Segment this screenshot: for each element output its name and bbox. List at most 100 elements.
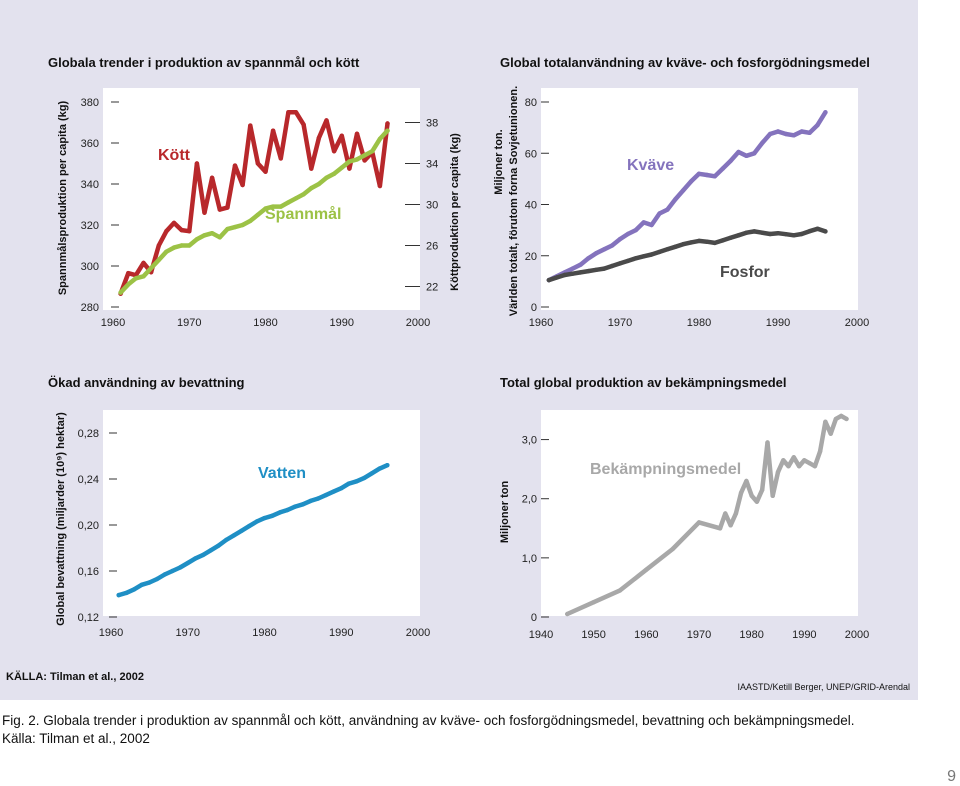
series-label-pesticides: Bekämpningsmedel [590,461,741,478]
data-point [815,122,820,128]
data-point [126,271,131,276]
data-point [255,212,261,217]
data-point [728,235,733,240]
data-point [744,153,749,158]
data-point [223,537,229,543]
data-point [554,275,559,280]
data-point [578,262,583,267]
data-point [546,277,552,283]
data-point [232,163,238,168]
data-point [625,231,631,237]
data-point [285,507,290,513]
chart-marks-grain-meat: 1960 1970 1980 1990 2000 280 300 320 340 360 380 22… [81,97,439,329]
data-point [377,183,383,189]
plot-area [103,88,420,310]
data-point [278,204,283,209]
data-point [823,110,828,115]
data-point [301,192,306,197]
data-point [754,499,760,504]
y-tick-label: 2,0 [522,494,537,506]
data-point [807,461,812,466]
data-point [688,179,694,184]
data-point [177,565,183,570]
data-point [164,229,169,234]
data-point [728,158,733,164]
y-axis-label: Miljoner ton [499,481,511,544]
data-point [309,166,314,171]
data-point [617,261,623,266]
chart-irrigation: Ökad användning av bevattning Global bev… [48,375,420,626]
data-point [339,165,344,170]
data-point [649,252,654,257]
data-point [126,282,131,287]
data-point [591,600,596,605]
data-point [240,182,245,188]
data-point [187,229,192,234]
x-tick-label: 1990 [792,629,816,641]
data-point [644,567,649,572]
data-point [823,229,828,234]
data-point [247,523,252,529]
data-point [316,181,322,187]
data-point [339,133,344,138]
data-point [578,270,583,275]
series-label-phosphorus: Fosfor [720,264,770,281]
data-point [263,169,268,174]
credit-text: IAASTD/Ketill Berger, UNEP/GRID-Arendal [737,682,910,692]
data-point [202,233,207,238]
data-point [796,464,802,469]
data-point [688,240,694,245]
y2-tick-label: 38 [426,118,438,130]
data-point [733,511,739,516]
data-point [118,290,123,295]
data-point [354,157,360,162]
plot-area [541,410,858,616]
y-tick-label: 20 [525,251,537,263]
data-point [657,211,662,216]
data-point [704,239,710,244]
data-point [301,122,306,127]
data-point [641,220,646,225]
data-point [602,266,607,271]
data-point [704,172,710,178]
x-tick-label: 1980 [687,317,711,329]
series-label-grain: Spannmål [265,205,341,223]
chart-fertilizers: Global totalanvändning av kväve- och fos… [493,55,870,316]
data-point [156,243,161,248]
data-point [696,520,702,525]
x-tick-label: 2000 [406,317,430,329]
y-tick-label: 80 [525,97,537,109]
data-point [316,135,322,141]
data-point [331,171,337,176]
data-point [369,471,375,476]
data-point [248,218,253,224]
data-point [193,556,198,561]
data-point [362,475,367,481]
source-text: KÄLLA: Tilman et al., 2002 [6,670,144,683]
data-point [744,478,749,484]
series-line-meat [118,110,390,296]
y-tick-label: 380 [81,97,99,109]
chart-title: Ökad användning av bevattning [48,375,245,390]
data-point [354,479,359,484]
data-point [696,171,702,176]
data-point [799,129,804,134]
data-point [712,174,717,179]
data-point [171,220,177,226]
data-point [385,121,390,126]
data-point [839,413,844,419]
data-point [649,222,654,228]
data-point [141,260,146,266]
chart-title: Global totalanvändning av kväve- och fos… [500,55,870,70]
data-point [270,128,276,133]
x-tick-label: 1970 [177,317,201,329]
chart-marks-pesticides: 1940 1950 1960 1970 1980 1990 2000 0 1,0 2,0 3,0 [522,413,869,641]
data-point [147,580,152,585]
y2-tick-label: 30 [426,200,438,212]
data-point [765,440,770,445]
data-point [194,237,200,242]
data-point [812,464,818,469]
data-point [293,110,299,115]
data-point [609,243,615,248]
caption-line-1: Fig. 2. Globala trender i produktion av … [2,713,855,728]
